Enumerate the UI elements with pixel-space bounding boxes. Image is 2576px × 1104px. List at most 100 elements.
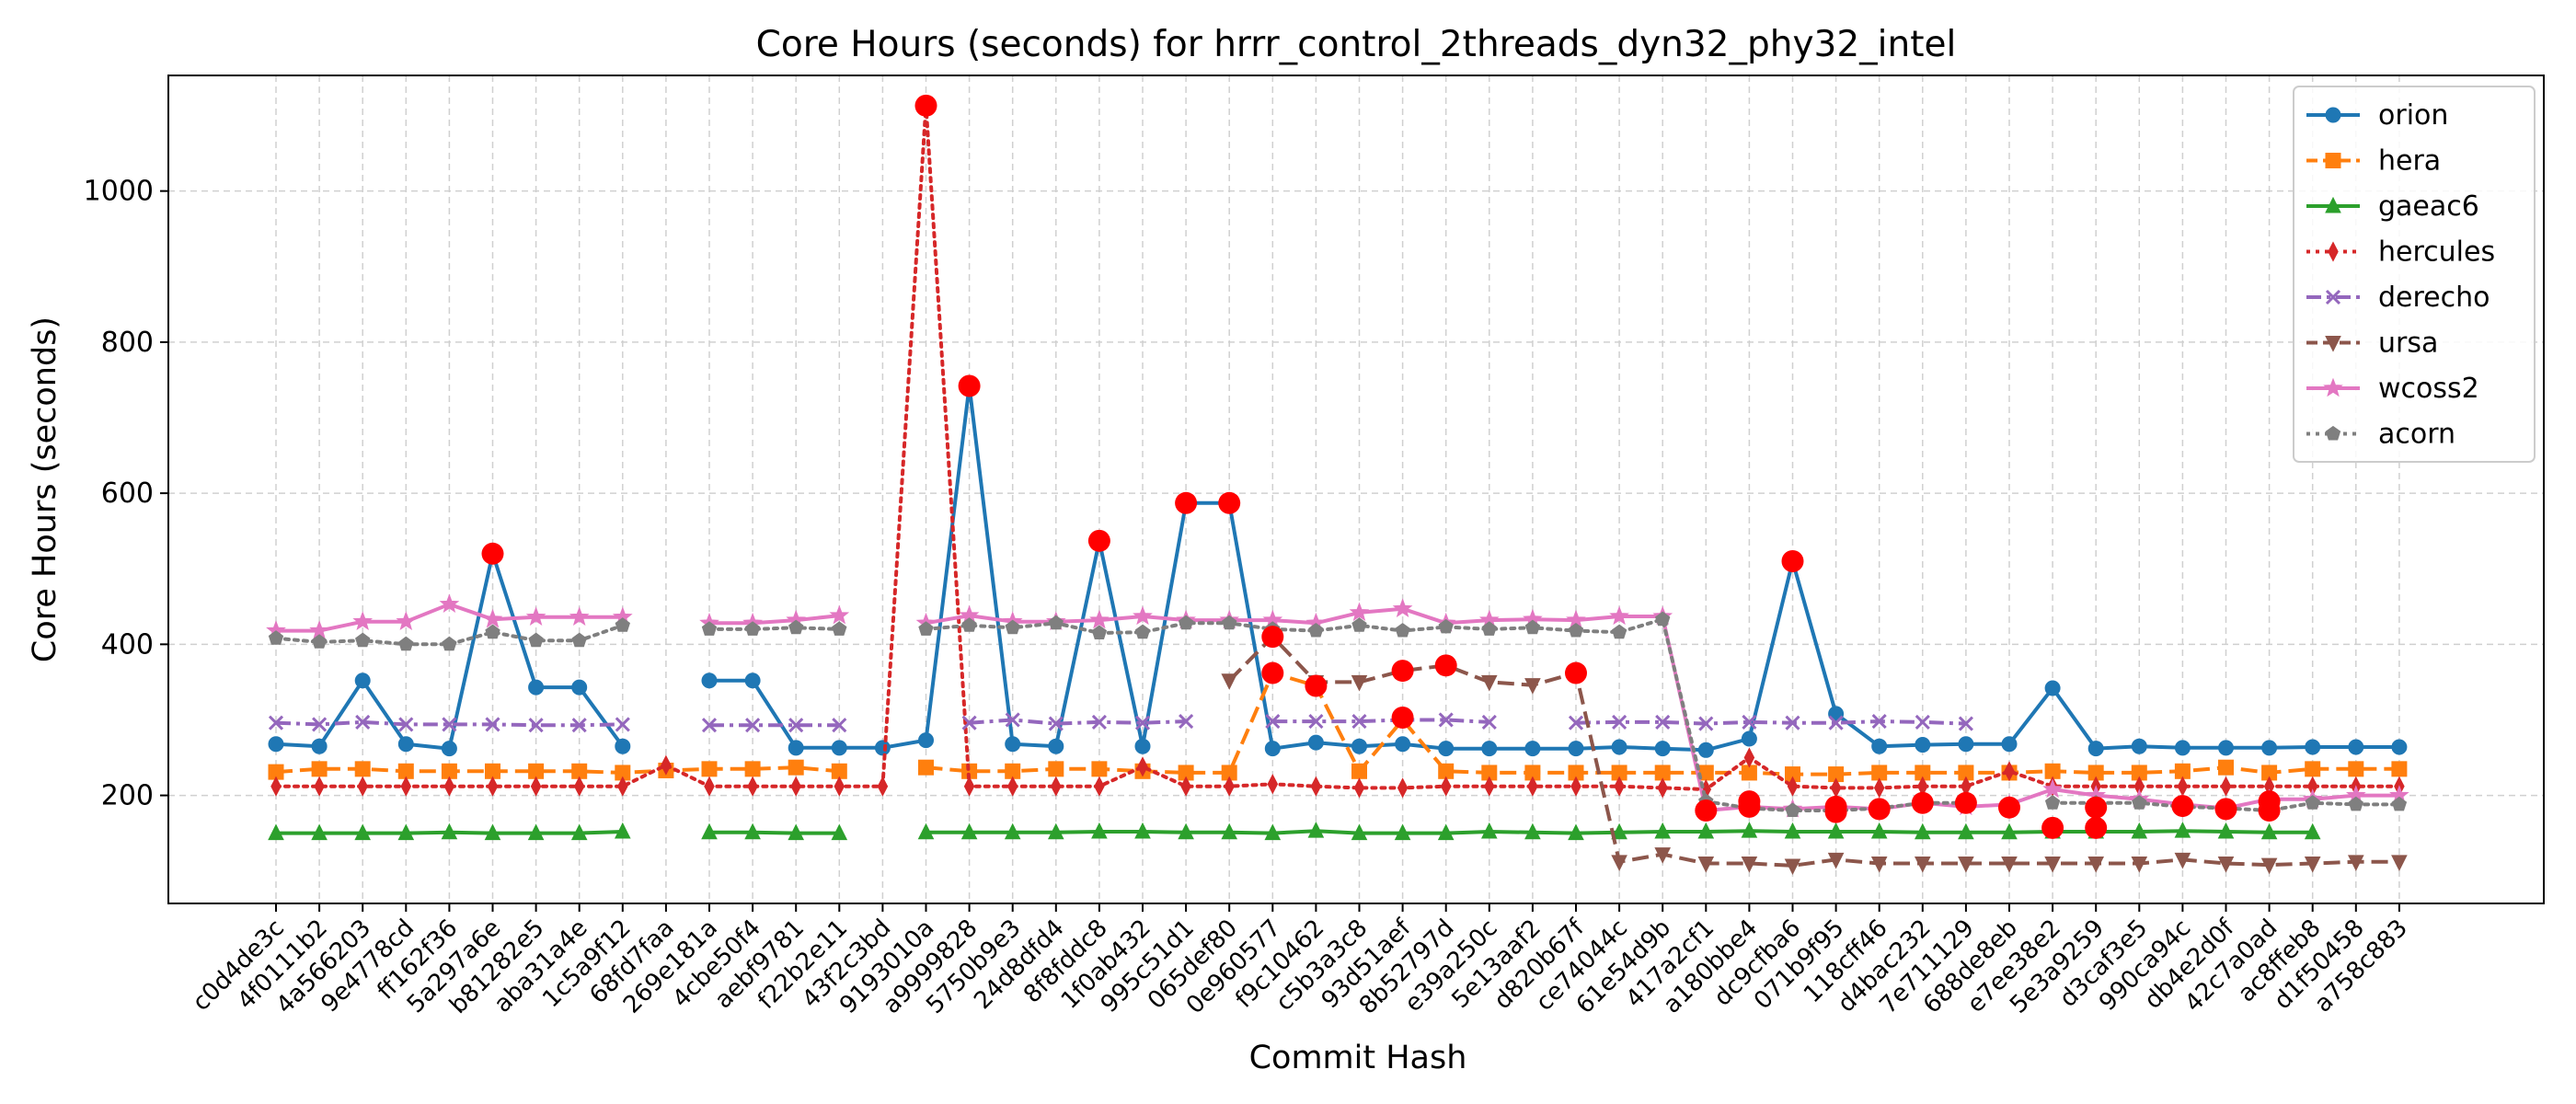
hera-point [1048, 761, 1064, 777]
gaeac6-point [960, 822, 978, 840]
legend-marker [2325, 425, 2341, 441]
hercules-point [747, 776, 758, 797]
orion-point [2305, 739, 2321, 755]
gaeac6-point [527, 823, 545, 841]
orion-point [528, 679, 545, 696]
ursa-point [1827, 852, 1845, 869]
orion-point [1048, 738, 1064, 754]
highlight-point [1738, 795, 1761, 818]
highlight-point [1434, 654, 1457, 677]
legend-label: derecho [2378, 282, 2490, 314]
acorn-point [2305, 795, 2320, 810]
gaeac6-point [1264, 823, 1282, 841]
legend: orion hera gaeac6 hercules derecho ursa wcoss2… [2293, 86, 2536, 463]
wcoss2-point [1392, 598, 1413, 617]
hercules-point [2220, 776, 2232, 797]
highlight-point [2214, 798, 2237, 821]
gaeac6-point [1870, 822, 1888, 839]
hera-point [1351, 763, 1367, 779]
series-line [274, 103, 2401, 791]
acorn-point [2348, 796, 2363, 811]
highlight-point [2041, 816, 2064, 839]
ursa-point [1958, 856, 1974, 873]
hercules-point [704, 776, 715, 797]
hercules-point [2177, 776, 2189, 797]
orion-point [2261, 740, 2278, 756]
gaeac6-point [1047, 822, 1064, 840]
highlight-point [1175, 491, 1198, 514]
wcoss2-point [1089, 609, 1110, 629]
orion-point [1568, 741, 1584, 757]
gaeac6-point [917, 822, 935, 840]
ursa-point [2174, 852, 2191, 869]
acorn-point [2391, 796, 2408, 811]
gaeac6-point [1394, 823, 1411, 841]
highlight-point [1695, 799, 1718, 822]
ursa-point [1697, 856, 1715, 873]
orion-point [1915, 737, 1931, 753]
hera-point [744, 761, 761, 777]
hera-point [2348, 761, 2364, 777]
orion-point [615, 738, 631, 754]
orion-point [1654, 741, 1671, 757]
acorn-point [788, 619, 804, 635]
series-line [969, 718, 1187, 726]
hercules-point [1224, 776, 1235, 797]
y-axis: 200 400 600 800 1000 [84, 176, 168, 812]
orion-point [1611, 739, 1627, 755]
legend-marker [2325, 107, 2341, 123]
ursa-point [2347, 855, 2364, 871]
derecho-point [442, 717, 457, 732]
gaeac6-point [1741, 822, 1758, 838]
acorn-point [1091, 625, 1108, 639]
hercules-point [443, 776, 455, 797]
gaeac6-point [701, 822, 718, 840]
highlight-point [1391, 660, 1414, 683]
acorn-point [1395, 622, 1410, 638]
orion-point [788, 740, 804, 756]
hera-point [2218, 759, 2234, 776]
ursa-point [2131, 856, 2148, 873]
derecho-point [1785, 715, 1800, 730]
gaeac6-point [1611, 822, 1627, 840]
acorn-point [2132, 795, 2147, 810]
hercules-point [1006, 776, 1018, 797]
orion-point [1871, 738, 1888, 754]
hera-point [788, 759, 804, 776]
derecho-point [1048, 716, 1064, 731]
hercules-point [1527, 776, 1538, 797]
gaeac6-point [268, 823, 284, 841]
legend-item-wcoss2: wcoss2 [2306, 373, 2479, 405]
acorn-point [918, 621, 934, 636]
hercules-point [1484, 776, 1495, 797]
gaeac6-point [744, 822, 761, 840]
wcoss2-point [569, 606, 590, 627]
acorn-point [528, 632, 544, 648]
gaeac6-point [1697, 822, 1715, 839]
legend-label: orion [2378, 99, 2448, 132]
derecho-point [1179, 714, 1194, 730]
orion-point [831, 740, 847, 756]
orion-point [701, 673, 718, 689]
orion-point [1395, 736, 1411, 753]
derecho-point [701, 718, 718, 733]
y-tick-label: 800 [101, 327, 154, 359]
orion-point [1134, 738, 1151, 754]
series-gaeac6 [268, 822, 2321, 841]
legend-item-hera: hera [2306, 145, 2441, 178]
gaeac6-point [1827, 822, 1845, 839]
hercules-point [1180, 776, 1191, 797]
ursa-point [2391, 855, 2408, 871]
acorn-point [398, 636, 414, 651]
hercules-point [2004, 761, 2015, 782]
derecho-point [1134, 715, 1151, 730]
ursa-point [1480, 674, 1498, 692]
gaeac6-point [1091, 822, 1108, 839]
gaeac6-point [1784, 822, 1801, 839]
gaeac6-point [1004, 822, 1021, 840]
gaeac6-point [1437, 823, 1455, 841]
legend-label: wcoss2 [2378, 373, 2479, 405]
derecho-point [1828, 715, 1844, 730]
derecho-point [528, 718, 544, 733]
derecho-point [1698, 716, 1714, 731]
